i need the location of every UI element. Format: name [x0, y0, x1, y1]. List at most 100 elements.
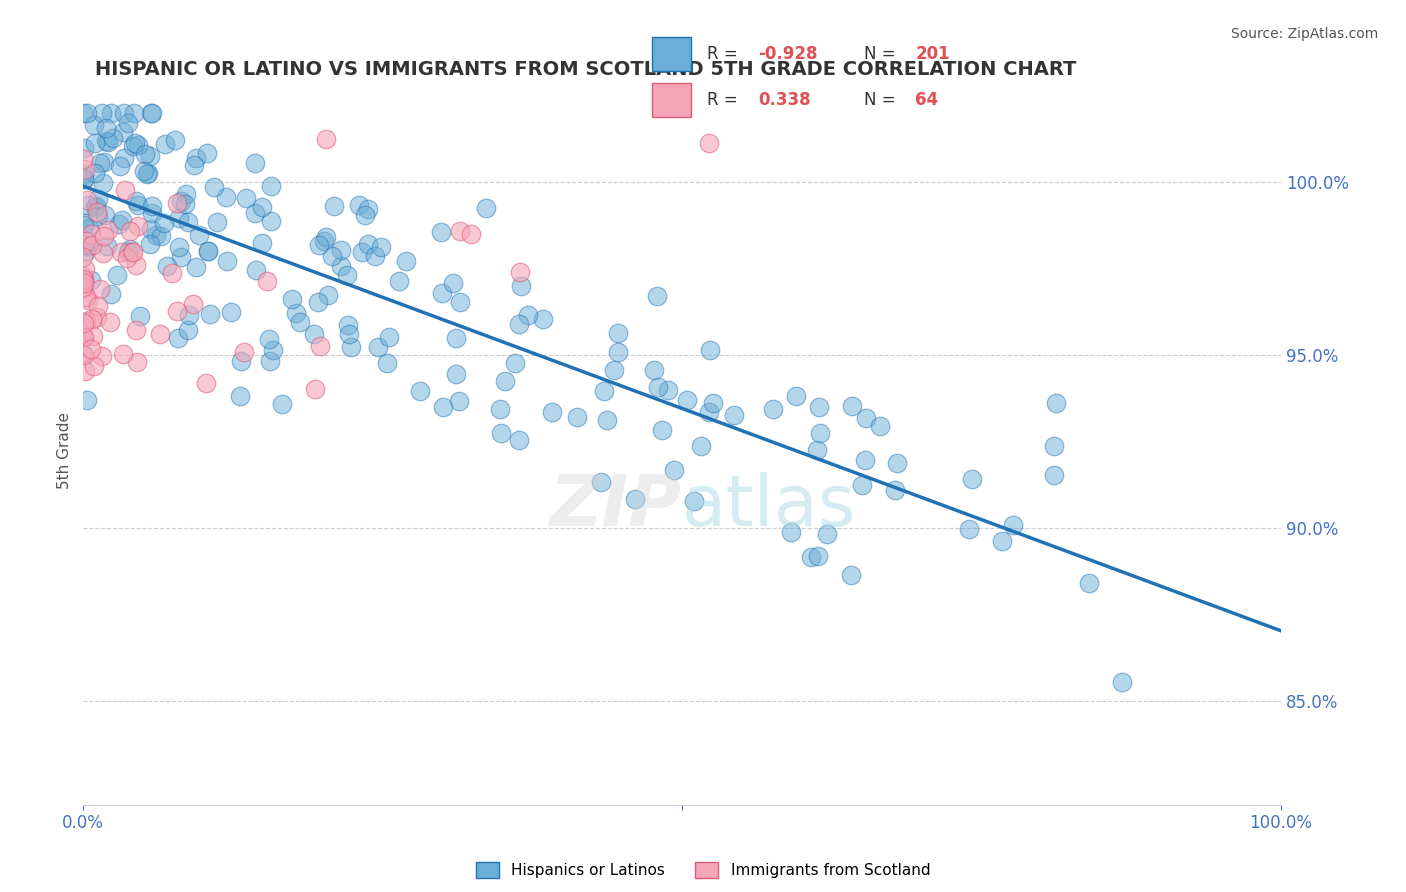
Point: [409, 384, 432, 398]
Point: [202, 179, 225, 194]
Point: [229, 388, 252, 402]
Point: [75, 234, 97, 248]
Point: [141, 105, 163, 120]
Point: [603, 363, 626, 377]
Point: [505, 356, 527, 370]
Point: [77, 197, 100, 211]
Point: [121, 139, 143, 153]
Point: [460, 227, 482, 242]
Point: [589, 475, 612, 489]
Point: [690, 439, 713, 453]
Point: [350, 245, 373, 260]
Point: [233, 345, 256, 359]
Point: [444, 331, 467, 345]
Point: [96, 238, 118, 252]
Point: [75, 290, 97, 304]
Point: [87, 192, 110, 206]
Point: [330, 260, 353, 274]
Point: [72, 152, 94, 166]
Point: [316, 288, 339, 302]
Text: 201: 201: [915, 45, 950, 63]
Point: [260, 214, 283, 228]
Point: [73, 316, 96, 330]
Point: [181, 297, 204, 311]
Point: [441, 276, 464, 290]
Point: [100, 287, 122, 301]
Point: [314, 235, 336, 249]
Point: [839, 568, 862, 582]
Point: [354, 208, 377, 222]
Point: [363, 248, 385, 262]
Point: [138, 237, 160, 252]
Point: [135, 168, 157, 182]
Point: [489, 426, 512, 441]
Point: [250, 236, 273, 251]
Point: [336, 268, 359, 282]
Point: [308, 238, 330, 252]
Point: [127, 198, 149, 212]
Point: [593, 384, 616, 398]
Point: [93, 155, 115, 169]
Point: [122, 105, 145, 120]
Point: [509, 265, 531, 279]
Point: [1078, 575, 1101, 590]
Point: [315, 132, 337, 146]
Point: [121, 244, 143, 259]
Point: [377, 356, 399, 370]
Point: [259, 354, 281, 368]
Point: [1042, 468, 1064, 483]
Point: [321, 249, 343, 263]
Point: [111, 124, 134, 138]
Point: [235, 191, 257, 205]
Point: [785, 389, 807, 403]
Point: [125, 258, 148, 272]
Point: [596, 412, 619, 426]
Point: [91, 105, 114, 120]
Point: [111, 213, 134, 227]
Point: [215, 190, 238, 204]
Point: [991, 534, 1014, 549]
Point: [77, 293, 100, 307]
Point: [80, 343, 103, 357]
Point: [72, 105, 94, 120]
Point: [134, 147, 156, 161]
Point: [449, 295, 471, 310]
Point: [475, 202, 498, 216]
Point: [336, 318, 359, 333]
Point: [683, 493, 706, 508]
Point: [607, 326, 630, 340]
Point: [288, 315, 311, 329]
Point: [807, 549, 830, 563]
Point: [337, 326, 360, 341]
Point: [93, 228, 115, 243]
Point: [815, 527, 838, 541]
Point: [127, 138, 149, 153]
Point: [541, 405, 564, 419]
FancyBboxPatch shape: [651, 83, 690, 117]
Point: [105, 268, 128, 282]
FancyBboxPatch shape: [651, 37, 690, 71]
Point: [508, 434, 530, 448]
Point: [432, 400, 454, 414]
Point: [494, 374, 516, 388]
Point: [169, 211, 191, 226]
Point: [387, 274, 409, 288]
Point: [347, 198, 370, 212]
Text: Source: ZipAtlas.com: Source: ZipAtlas.com: [1230, 27, 1378, 41]
Point: [430, 285, 453, 300]
Point: [367, 340, 389, 354]
Point: [86, 199, 108, 213]
Point: [807, 401, 830, 415]
Point: [1043, 439, 1066, 453]
Point: [73, 364, 96, 378]
Point: [1111, 674, 1133, 689]
Point: [73, 172, 96, 186]
Point: [869, 419, 891, 434]
Point: [120, 243, 142, 257]
Point: [780, 524, 803, 539]
Point: [86, 310, 108, 325]
Point: [262, 343, 284, 357]
Point: [183, 158, 205, 172]
Point: [73, 273, 96, 287]
Point: [112, 105, 135, 120]
